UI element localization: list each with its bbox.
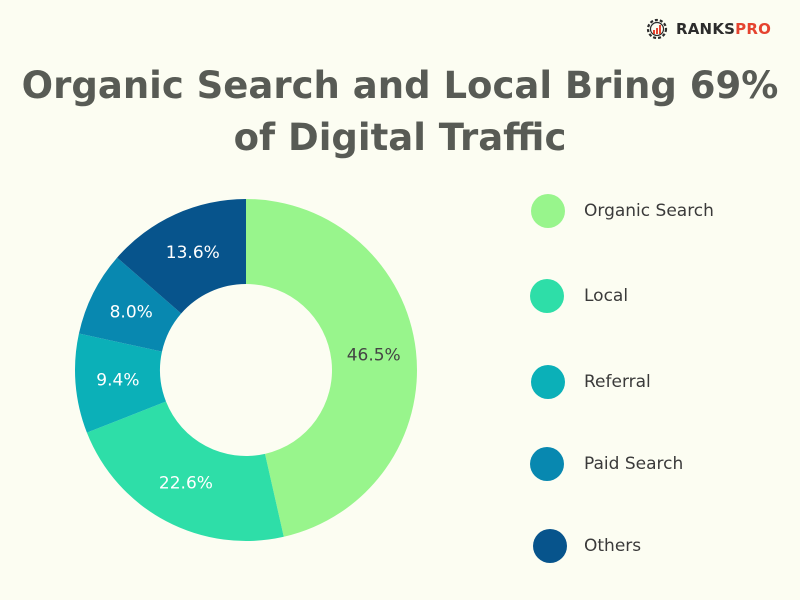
legend-label-organic-search: Organic Search (584, 201, 714, 221)
slice-paid-search (78, 257, 182, 352)
slice-others (117, 199, 247, 314)
legend-label-local: Local (584, 286, 628, 306)
slice-label-referral: 9.4% (96, 370, 139, 390)
legend-label-referral: Referral (584, 372, 651, 392)
legend-label-paid-search: Paid Search (584, 454, 683, 474)
brand-logo-group: RANKSPRO (644, 16, 771, 42)
legend-swatch-local (530, 279, 564, 313)
legend-swatch-organic-search (531, 194, 565, 228)
legend-label-others: Others (584, 536, 641, 556)
brand-name-suffix: PRO (735, 20, 772, 38)
slice-organic-search (246, 199, 418, 537)
chart-title-line-2: of Digital Traffic (233, 116, 567, 159)
chart-title: Organic Search and Local Bring 69% of Di… (0, 60, 800, 164)
legend-swatch-others (533, 529, 567, 563)
legend-swatch-referral (531, 365, 565, 399)
brand-name-prefix: RANKS (676, 20, 736, 38)
gear-chart-icon (646, 18, 668, 40)
slice-label-organic-search: 46.5% (347, 346, 401, 366)
slice-label-local: 22.6% (159, 474, 213, 494)
slice-referral (74, 333, 166, 433)
legend-swatch-paid-search (530, 447, 564, 481)
chart-title-line-1: Organic Search and Local Bring 69% (21, 64, 779, 107)
slice-label-others: 13.6% (166, 243, 220, 263)
slice-local (86, 401, 284, 541)
slice-label-paid-search: 8.0% (110, 302, 153, 322)
brand-name: RANKSPRO (676, 20, 771, 38)
